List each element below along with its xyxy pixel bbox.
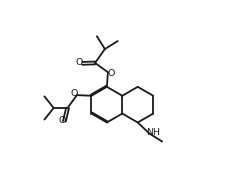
Text: NH: NH [145, 128, 159, 137]
Text: O: O [106, 69, 114, 78]
Text: O: O [70, 89, 78, 98]
Text: O: O [76, 58, 83, 68]
Text: O: O [58, 116, 65, 125]
